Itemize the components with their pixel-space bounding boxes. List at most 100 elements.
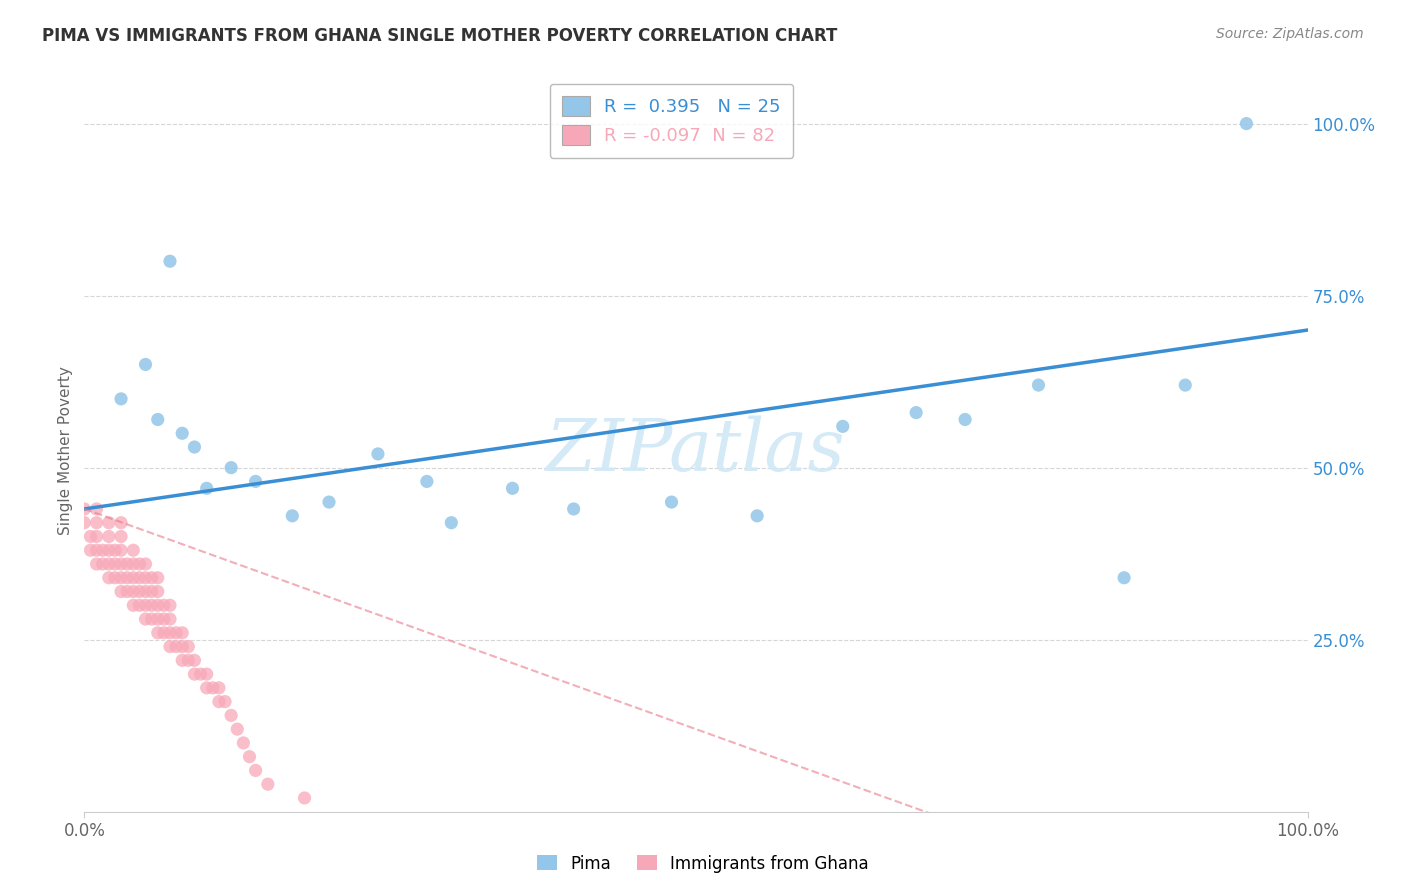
Point xyxy=(747,508,769,523)
Point xyxy=(190,667,212,681)
Point xyxy=(146,599,169,613)
Point xyxy=(165,640,187,654)
Point xyxy=(172,625,194,640)
Point xyxy=(159,612,181,626)
Point xyxy=(97,543,120,558)
Point xyxy=(294,791,316,805)
Point xyxy=(562,502,585,516)
Point xyxy=(165,625,187,640)
Point xyxy=(953,412,976,426)
Point xyxy=(905,406,928,420)
Point xyxy=(257,777,280,791)
Point xyxy=(195,681,218,695)
Point xyxy=(135,584,157,599)
Point xyxy=(86,543,108,558)
Point xyxy=(159,599,181,613)
Point xyxy=(122,584,145,599)
Point xyxy=(128,599,150,613)
Point xyxy=(79,543,101,558)
Point xyxy=(97,529,120,543)
Point xyxy=(245,475,267,489)
Point xyxy=(110,392,132,406)
Point xyxy=(115,584,138,599)
Y-axis label: Single Mother Poverty: Single Mother Poverty xyxy=(58,366,73,535)
Point xyxy=(1236,117,1258,131)
Point xyxy=(367,447,389,461)
Point xyxy=(245,764,267,778)
Point xyxy=(91,543,114,558)
Point xyxy=(91,557,114,571)
Point xyxy=(318,495,340,509)
Point xyxy=(110,529,132,543)
Point xyxy=(195,667,218,681)
Point xyxy=(153,625,176,640)
Point xyxy=(195,481,218,495)
Point xyxy=(104,571,127,585)
Point xyxy=(183,440,205,454)
Point xyxy=(183,653,205,667)
Point xyxy=(86,502,108,516)
Point xyxy=(73,502,96,516)
Point xyxy=(122,543,145,558)
Point xyxy=(104,543,127,558)
Point xyxy=(141,599,163,613)
Point xyxy=(281,508,304,523)
Point xyxy=(153,599,176,613)
Text: ZIPatlas: ZIPatlas xyxy=(546,415,846,486)
Point xyxy=(122,571,145,585)
Point xyxy=(86,557,108,571)
Point xyxy=(153,612,176,626)
Point xyxy=(172,653,194,667)
Point xyxy=(135,358,157,372)
Point xyxy=(128,557,150,571)
Point xyxy=(219,460,242,475)
Point xyxy=(183,667,205,681)
Point xyxy=(110,557,132,571)
Point xyxy=(172,426,194,441)
Text: PIMA VS IMMIGRANTS FROM GHANA SINGLE MOTHER POVERTY CORRELATION CHART: PIMA VS IMMIGRANTS FROM GHANA SINGLE MOT… xyxy=(42,27,838,45)
Point xyxy=(141,571,163,585)
Point xyxy=(219,708,242,723)
Point xyxy=(159,625,181,640)
Point xyxy=(238,749,260,764)
Point xyxy=(141,612,163,626)
Point xyxy=(141,584,163,599)
Point xyxy=(177,640,200,654)
Point xyxy=(110,584,132,599)
Point xyxy=(86,516,108,530)
Point xyxy=(208,695,231,709)
Point xyxy=(135,571,157,585)
Point xyxy=(214,695,236,709)
Point xyxy=(97,571,120,585)
Point xyxy=(208,681,231,695)
Point xyxy=(146,612,169,626)
Point xyxy=(97,516,120,530)
Point xyxy=(1174,378,1197,392)
Point xyxy=(1028,378,1050,392)
Legend: Pima, Immigrants from Ghana: Pima, Immigrants from Ghana xyxy=(531,848,875,880)
Point xyxy=(97,557,120,571)
Point xyxy=(135,557,157,571)
Point xyxy=(128,584,150,599)
Point xyxy=(110,543,132,558)
Point xyxy=(502,481,524,495)
Point xyxy=(146,412,169,426)
Point xyxy=(172,640,194,654)
Point xyxy=(416,475,439,489)
Point xyxy=(232,736,254,750)
Point xyxy=(1114,571,1136,585)
Point xyxy=(159,640,181,654)
Point xyxy=(104,557,127,571)
Point xyxy=(661,495,683,509)
Point xyxy=(159,254,181,268)
Point xyxy=(146,584,169,599)
Point xyxy=(73,516,96,530)
Point xyxy=(79,529,101,543)
Point xyxy=(226,722,249,736)
Point xyxy=(201,681,224,695)
Point xyxy=(110,571,132,585)
Point xyxy=(122,557,145,571)
Point xyxy=(122,599,145,613)
Point xyxy=(440,516,463,530)
Text: Source: ZipAtlas.com: Source: ZipAtlas.com xyxy=(1216,27,1364,41)
